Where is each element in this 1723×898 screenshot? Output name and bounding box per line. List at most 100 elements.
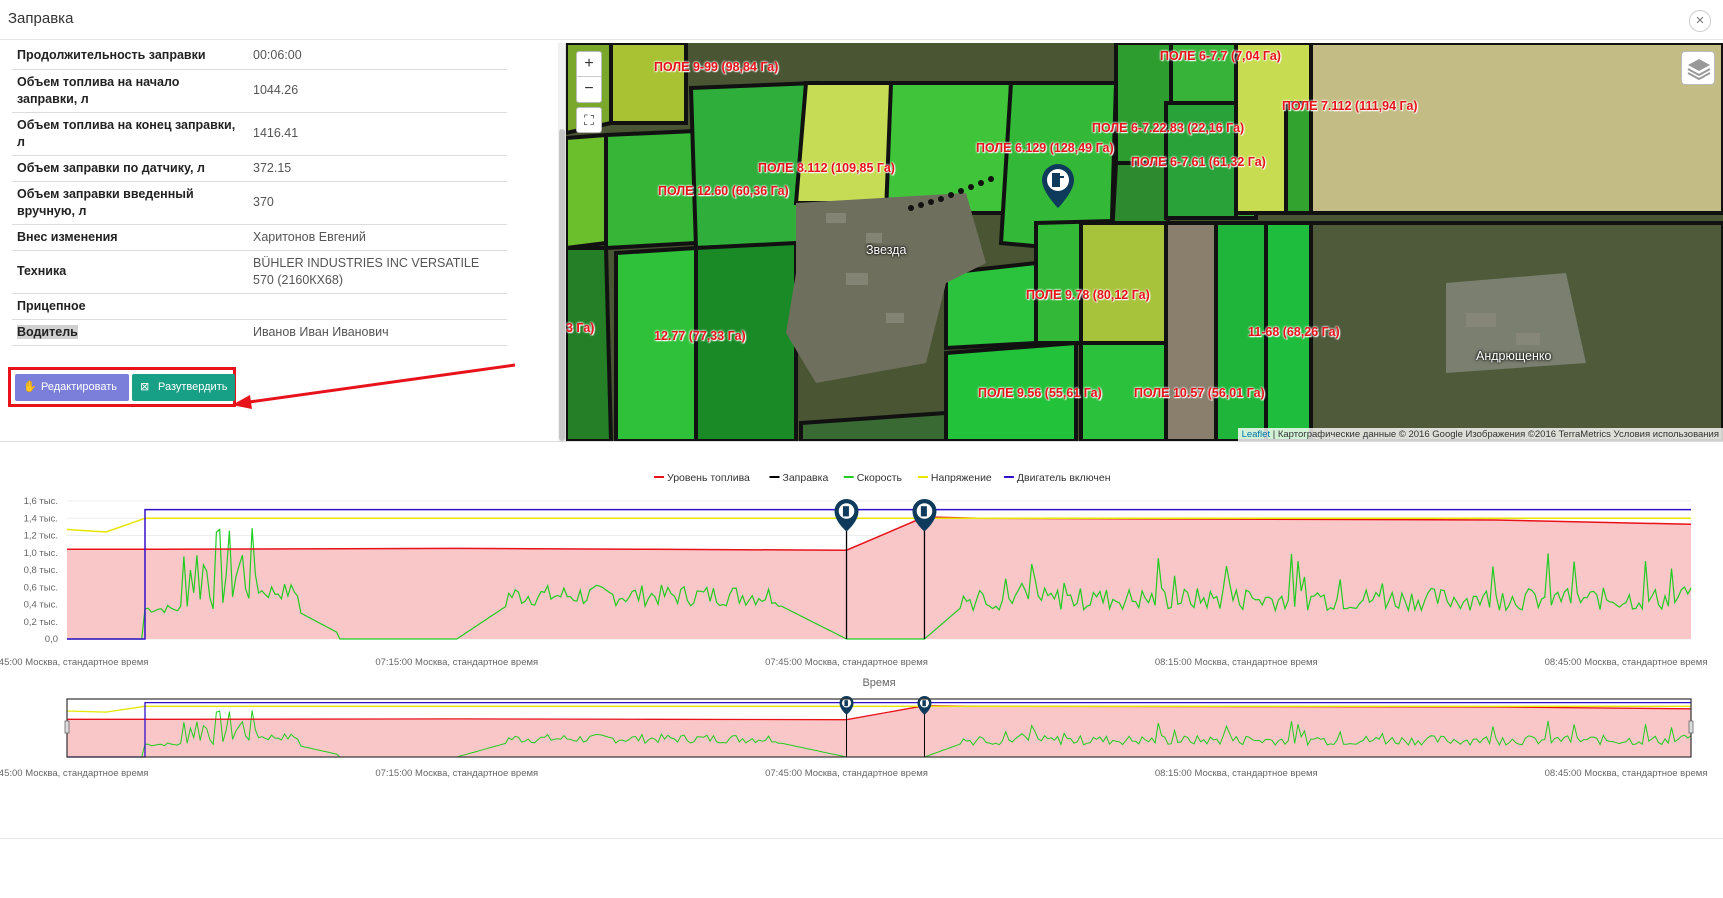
- details-label: Объем заправки по датчику, л: [12, 155, 248, 182]
- details-label: Прицепное: [12, 293, 248, 320]
- details-label: Техника: [12, 250, 248, 294]
- field-label: ПОЛЕ 9.78 (80,12 Га): [1026, 288, 1150, 302]
- x-box-icon: ⊠: [140, 381, 150, 393]
- zoom-out-button[interactable]: −: [584, 80, 594, 97]
- legend-item: Заправка: [783, 472, 829, 484]
- details-table: Продолжительность заправки 00:06:00 Объем …: [12, 43, 507, 346]
- x-tick-label: 06:45:00 Москва, стандартное время: [0, 657, 148, 668]
- details-label-text: Объем заправки введенный вручную, л: [17, 186, 194, 218]
- details-label-text: Объем топлива на конец заправки, л: [17, 117, 236, 149]
- details-label: Объем топлива на конец заправки, л: [12, 112, 248, 156]
- fuel-pump-glyph: [920, 506, 927, 517]
- field-label: ПОЛЕ 10.57 (56,01 Га): [1134, 386, 1265, 400]
- details-label: Продолжительность заправки: [12, 43, 248, 70]
- unapprove-button[interactable]: ⊠ Разутвердить: [132, 374, 235, 401]
- details-row: Техника BÜHLER INDUSTRIES INC VERSATILE 5…: [12, 250, 507, 294]
- x-tick-label: 08:45:00 Москва, стандартное время: [1545, 657, 1708, 668]
- annotation-arrow: [232, 363, 516, 409]
- y-tick-label: 0,2 тыс.: [24, 617, 58, 628]
- details-label: Объем заправки введенный вручную, л: [12, 181, 248, 225]
- fuel-pump-glyph: [844, 700, 848, 707]
- place-label: Андрющенко: [1476, 349, 1552, 363]
- x-tick-label: 07:15:00 Москва, стандартное время: [375, 657, 538, 668]
- details-value: BÜHLER INDUSTRIES INC VERSATILE 570 (216…: [248, 250, 507, 294]
- details-label: Водитель: [12, 319, 248, 346]
- nav-voltage-line: [66, 705, 1691, 713]
- details-value: 370: [248, 181, 507, 225]
- close-icon[interactable]: ×: [1689, 10, 1711, 32]
- fuel-pump-glyph: [922, 700, 926, 707]
- details-label: Объем топлива на начало заправки, л: [12, 69, 248, 113]
- details-row: Прицепное: [12, 293, 507, 320]
- field-label: ПОЛЕ 6-7.7 (7,04 Га): [1160, 49, 1281, 63]
- chart-svg[interactable]: Уровень топлива Заправка Скорость Напряжени…: [0, 442, 1723, 840]
- details-row: Объем топлива на начало заправки, л 1044.…: [12, 69, 507, 113]
- x-tick-label: 08:15:00 Москва, стандартное время: [1155, 657, 1318, 668]
- edit-button[interactable]: ✋ Редактировать: [15, 374, 129, 401]
- layers-icon[interactable]: [1681, 51, 1715, 85]
- x-axis-title: Время: [862, 677, 895, 689]
- details-value: [248, 293, 507, 320]
- details-value: 1416.41: [248, 112, 507, 156]
- leaflet-link[interactable]: Leaflet: [1241, 429, 1271, 440]
- details-row: Объем заправки введенный вручную, л 370: [12, 181, 507, 225]
- map[interactable]: ПОЛЕ 9-99 (98,84 Га) ПОЛЕ 6-7.7 (7,04 Га)…: [566, 43, 1723, 441]
- y-tick-label: 1,6 тыс.: [24, 496, 58, 507]
- details-label-text: Техника: [17, 264, 67, 278]
- details-row: Объем топлива на конец заправки, л 1416.4…: [12, 112, 507, 156]
- place-label: Звезда: [866, 243, 907, 257]
- zoom-control: + −: [576, 51, 602, 103]
- nav-x-tick-label: 07:45:00 Москва, стандартное время: [765, 768, 928, 779]
- details-label-text: Продолжительность заправки: [17, 48, 206, 63]
- field-label: 11-68 (68,26 Га): [1248, 325, 1340, 339]
- nav-x-tick-label: 08:15:00 Москва, стандартное время: [1155, 768, 1318, 779]
- fullscreen-icon[interactable]: ⛶: [576, 107, 602, 133]
- fuel-chart: Уровень топлива Заправка Скорость Напряжени…: [0, 441, 1723, 839]
- details-row: Продолжительность заправки 00:06:00: [12, 43, 507, 70]
- legend-item: Скорость: [857, 472, 903, 484]
- field-label: 3 Га): [566, 321, 595, 335]
- details-label-text: Водитель: [17, 324, 78, 339]
- speed-line: [67, 528, 1692, 640]
- edit-button-label: Редактировать: [41, 381, 117, 393]
- hand-icon: ✋: [23, 381, 37, 393]
- zoom-in-button[interactable]: +: [577, 52, 601, 77]
- legend-item: Уровень топлива: [667, 472, 750, 484]
- legend-item: Напряжение: [931, 472, 992, 484]
- nav-x-tick-label: 07:15:00 Москва, стандартное время: [375, 768, 538, 779]
- y-tick-label: 0,4 тыс.: [24, 600, 58, 611]
- field-label: ПОЛЕ 6-7.22.83 (22,16 Га): [1092, 121, 1245, 135]
- details-value: Харитонов Евгений: [248, 224, 507, 251]
- field-label: ПОЛЕ 12.60 (60,36 Га): [658, 184, 789, 198]
- details-label-text: Прицепное: [17, 298, 86, 313]
- x-tick-label: 07:45:00 Москва, стандартное время: [765, 657, 928, 668]
- nav-x-tick-label: 06:45:00 Москва, стандартное время: [0, 768, 148, 779]
- y-tick-label: 0,0: [45, 634, 58, 645]
- details-label-text: Объем заправки по датчику, л: [17, 160, 205, 175]
- details-label-text: Объем топлива на начало заправки, л: [17, 74, 180, 106]
- field-label: 12.77 (77,33 Га): [654, 329, 746, 343]
- y-tick-label: 1,0 тыс.: [24, 548, 58, 559]
- modal-header: Заправка ×: [0, 0, 1723, 40]
- field-label: ПОЛЕ 6.129 (128,49 Га): [976, 141, 1114, 155]
- scrollbar-thumb[interactable]: [559, 129, 565, 441]
- details-value: 00:06:00: [248, 43, 507, 70]
- navigator-handle-right: [1688, 720, 1694, 734]
- field-label: ПОЛЕ 8.112 (109,85 Га): [758, 161, 895, 175]
- field-label: ПОЛЕ 9.56 (55,61 Га): [978, 386, 1102, 400]
- details-panel: Продолжительность заправки 00:06:00 Объем …: [0, 43, 566, 441]
- modal-title: Заправка: [8, 10, 74, 27]
- y-tick-label: 0,6 тыс.: [24, 582, 58, 593]
- details-label: Внес изменения: [12, 224, 248, 251]
- unapprove-button-label: Разутвердить: [158, 381, 228, 393]
- field-label: ПОЛЕ 6-7.61 (61,32 Га): [1131, 155, 1266, 169]
- legend-item: Двигатель включен: [1017, 472, 1111, 484]
- field-label: ПОЛЕ 9-99 (98,84 Га): [654, 60, 779, 74]
- field-label: ПОЛЕ 7.112 (111,94 Га): [1282, 99, 1418, 113]
- map-tiles: [566, 43, 1723, 441]
- details-value: 1044.26: [248, 69, 507, 113]
- nav-x-tick-label: 08:45:00 Москва, стандартное время: [1545, 768, 1708, 779]
- y-tick-label: 1,2 тыс.: [24, 531, 58, 542]
- details-row: Внес изменения Харитонов Евгений: [12, 224, 507, 251]
- details-value: 372.15: [248, 155, 507, 182]
